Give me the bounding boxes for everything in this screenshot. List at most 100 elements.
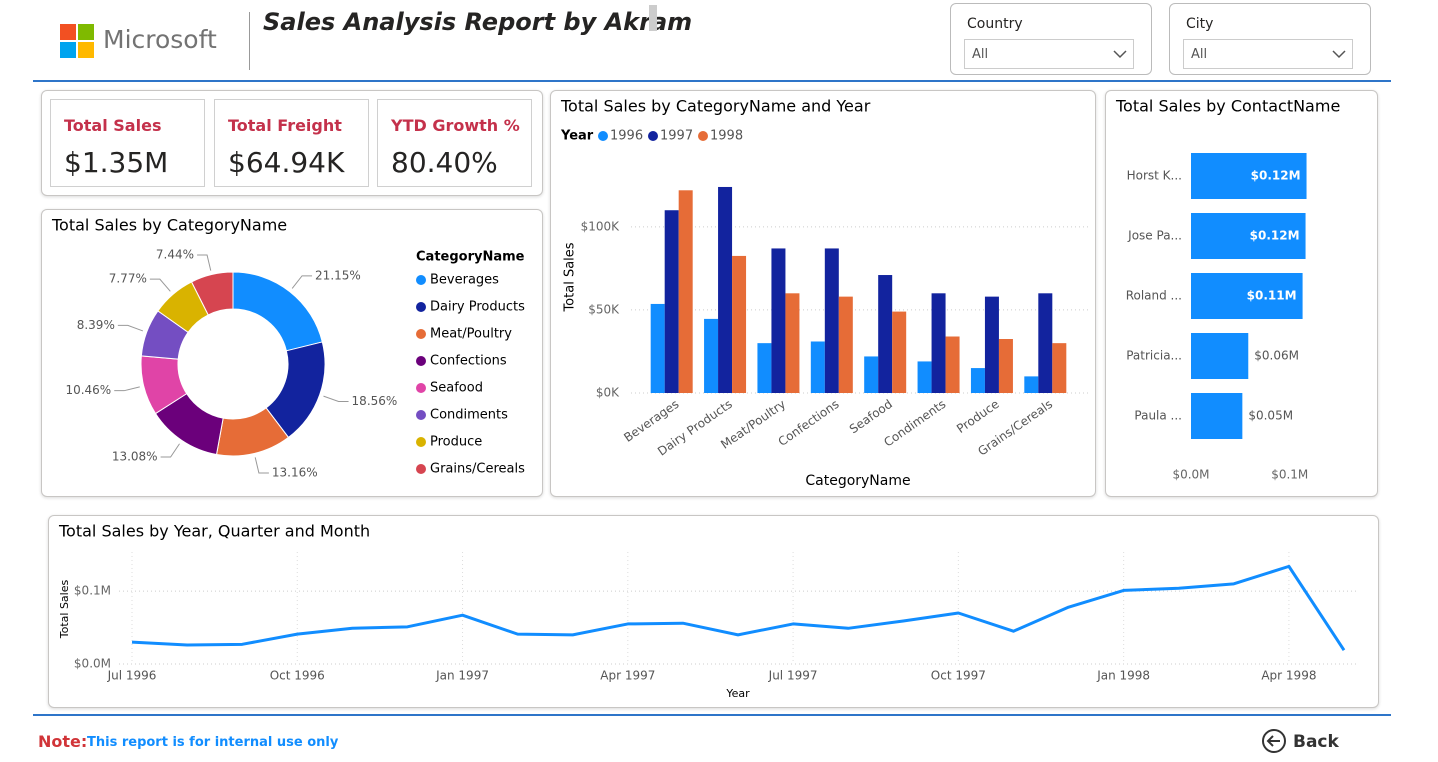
data-label: 18.56% (352, 394, 398, 408)
leader-line (117, 324, 144, 332)
column-card: Total Sales by CategoryName and Year Year… (550, 90, 1096, 497)
kpi-value: $1.35M (64, 146, 169, 179)
bar (810, 341, 825, 393)
y-tick-label: $100K (581, 219, 621, 233)
bar (732, 255, 747, 393)
donut-slice (232, 271, 323, 352)
data-label: $0.12M (1250, 229, 1300, 243)
report-title: Sales Analysis Report by Akram (263, 8, 693, 36)
leader-line (323, 395, 349, 402)
slicer-label: Country (967, 16, 1023, 32)
kpi-label: YTD Growth % (391, 116, 520, 135)
y-tick-label: Horst K... (1127, 169, 1182, 183)
y-tick-label: Jose Pa... (1127, 229, 1182, 243)
leader-line (114, 386, 140, 392)
legend-label: Confections (430, 354, 507, 369)
legend-marker (416, 437, 426, 447)
footer-rule (33, 714, 1391, 716)
kpi-label: Total Freight (228, 116, 342, 135)
legend-marker (416, 383, 426, 393)
leader-line (291, 275, 313, 289)
x-tick-label: Oct 1996 (270, 669, 325, 683)
x-tick-label: Jan 1998 (1096, 669, 1150, 683)
bar (1038, 293, 1053, 393)
bar (878, 275, 893, 393)
x-tick-label: $0.0M (1172, 468, 1209, 482)
y-tick-label: Roland ... (1126, 289, 1182, 303)
x-axis-label: Year (725, 687, 750, 700)
bar (892, 311, 907, 393)
legend-label: 1996 (610, 129, 643, 144)
dropdown-value: All (972, 47, 989, 62)
marker (649, 5, 657, 31)
donut-slice (190, 271, 234, 316)
logo-text: Microsoft (103, 25, 217, 54)
y-tick-label: $50K (588, 302, 620, 316)
x-tick-label: $0.1M (1271, 468, 1308, 482)
leader-line (160, 443, 180, 458)
legend-marker (416, 275, 426, 285)
legend-title: Year (560, 129, 594, 144)
y-axis-label: Total Sales (58, 580, 71, 640)
chevron (1332, 50, 1346, 59)
bar (664, 210, 679, 393)
chart: Total Sales by ContactName $0.0M $0.1M Hors… (1115, 97, 1340, 482)
legend-label: 1998 (710, 129, 743, 144)
kpi: Total Freight $64.94K (214, 99, 369, 187)
bar (704, 318, 719, 393)
bar (771, 248, 786, 393)
bar (970, 368, 985, 393)
dropdown[interactable]: All (1183, 39, 1353, 69)
dropdown[interactable]: All (964, 39, 1134, 69)
bar (718, 186, 733, 393)
bar (838, 296, 853, 393)
legend-title: CategoryName (416, 250, 525, 265)
bar (931, 293, 946, 393)
bar (1191, 393, 1243, 439)
y-tick-label: $0.1M (74, 584, 111, 598)
legend-label: Produce (430, 435, 482, 450)
chart-title: Total Sales by CategoryName and Year (560, 97, 871, 116)
note-label: Note: (38, 732, 88, 751)
country-slicer[interactable]: Country All (950, 3, 1152, 75)
city-slicer[interactable]: City All (1169, 3, 1371, 75)
divider (249, 12, 250, 70)
line (131, 564, 1346, 651)
data-label: $0.05M (1248, 409, 1293, 423)
bar (650, 303, 665, 393)
leader-line (254, 457, 269, 474)
data-label: $0.06M (1254, 349, 1299, 363)
x-tick-label: Seafood (847, 397, 895, 437)
y-tick-label: $0.0M (74, 657, 111, 671)
data-label: $0.11M (1247, 289, 1297, 303)
bar (785, 293, 800, 393)
chart: Total Sales by Year, Quarter and Month $0… (58, 522, 1359, 700)
legend-label: Dairy Products (430, 300, 525, 315)
legend-marker (416, 302, 426, 312)
kpi-panel: Total Sales $1.35M Total Freight $64.94K Y… (41, 90, 543, 196)
bar-card: Total Sales by ContactName $0.0M $0.1M Hors… (1105, 90, 1378, 497)
legend-label: Grains/Cereals (430, 462, 525, 477)
bar (1191, 273, 1303, 319)
dropdown-value: All (1191, 47, 1208, 62)
y-tick-label: $0K (596, 386, 620, 400)
data-label: 8.39% (77, 318, 115, 332)
bar (1191, 153, 1307, 199)
back-label: Back (1293, 732, 1339, 752)
slicer-label: City (1186, 16, 1214, 32)
back-button[interactable]: Back (1261, 728, 1341, 756)
kpi-label: Total Sales (64, 116, 162, 135)
bar (1191, 333, 1249, 379)
bar (945, 336, 960, 393)
legend-marker (416, 464, 426, 474)
x-tick-label: Jan 1997 (435, 669, 489, 683)
chart-title: Total Sales by Year, Quarter and Month (58, 522, 370, 541)
kpi: YTD Growth % 80.40% (377, 99, 532, 187)
bar (1191, 213, 1306, 259)
data-label: 13.16% (272, 465, 318, 479)
line-card: Total Sales by Year, Quarter and Month $0… (48, 515, 1379, 708)
leader-line (197, 254, 212, 271)
legend-label: Seafood (430, 381, 483, 396)
x-tick-label: Apr 1997 (600, 669, 655, 683)
bar (824, 248, 839, 393)
